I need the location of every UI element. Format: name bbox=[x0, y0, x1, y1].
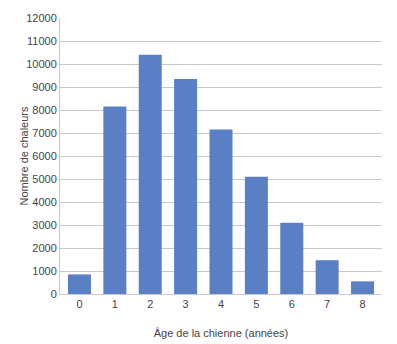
svg-text:Âge de la chienne (années): Âge de la chienne (années) bbox=[154, 327, 289, 339]
svg-text:5: 5 bbox=[253, 298, 259, 310]
svg-text:Nombre de chaleurs: Nombre de chaleurs bbox=[18, 106, 30, 206]
svg-text:7: 7 bbox=[324, 298, 330, 310]
svg-text:2000: 2000 bbox=[32, 242, 56, 254]
svg-text:3: 3 bbox=[183, 298, 189, 310]
svg-text:7000: 7000 bbox=[32, 127, 56, 139]
svg-text:0: 0 bbox=[76, 298, 82, 310]
svg-text:1: 1 bbox=[112, 298, 118, 310]
svg-text:10000: 10000 bbox=[26, 58, 57, 70]
svg-text:6: 6 bbox=[289, 298, 295, 310]
svg-text:11000: 11000 bbox=[27, 35, 57, 47]
svg-text:0: 0 bbox=[51, 288, 57, 300]
svg-text:8000: 8000 bbox=[32, 104, 56, 116]
svg-text:1000: 1000 bbox=[32, 265, 56, 277]
svg-text:4: 4 bbox=[218, 298, 224, 310]
svg-text:4000: 4000 bbox=[32, 196, 56, 208]
svg-text:12000: 12000 bbox=[26, 12, 57, 24]
svg-text:3000: 3000 bbox=[32, 219, 56, 231]
svg-text:6000: 6000 bbox=[32, 150, 56, 162]
svg-text:8: 8 bbox=[359, 298, 365, 310]
svg-text:5000: 5000 bbox=[32, 173, 56, 185]
svg-text:9000: 9000 bbox=[32, 81, 56, 93]
svg-text:2: 2 bbox=[147, 298, 153, 310]
